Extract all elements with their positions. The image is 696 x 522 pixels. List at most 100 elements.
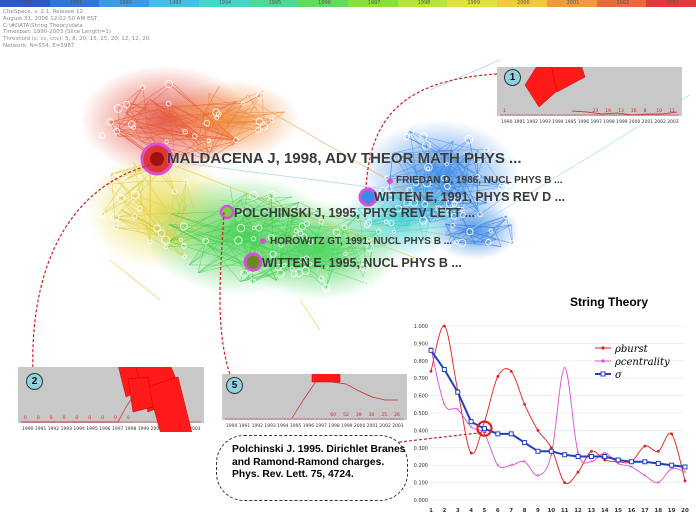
inset-value-label: 0 — [24, 415, 27, 421]
data-point — [455, 389, 461, 395]
x-tick-label: 2 — [442, 508, 446, 514]
data-point — [495, 431, 501, 437]
inset-value-label: 0 — [127, 415, 130, 421]
node-horowitz[interactable] — [260, 238, 266, 244]
y-tick-label: 0.700 — [414, 376, 428, 382]
inset-year-label: 1994 — [73, 426, 85, 432]
data-point — [629, 459, 635, 465]
data-point — [509, 369, 513, 373]
label-friedan[interactable]: FRIEDAN D, 1986, NUCL PHYS B ... — [396, 175, 563, 186]
inset-value-label: 0 — [114, 415, 117, 421]
hub-nodes[interactable] — [140, 142, 393, 272]
data-point: × — [443, 402, 447, 408]
data-point — [643, 444, 647, 448]
node-polchinski[interactable] — [219, 204, 235, 220]
burst-marker — [127, 376, 154, 413]
timeline-cell — [497, 0, 548, 7]
badge-1: 1 — [504, 69, 521, 86]
timeline-cell — [646, 0, 696, 7]
label-maldacena[interactable]: MALDACENA J, 1998, ADV THEOR MATH PHYS .… — [167, 150, 522, 167]
inset-year-label: 1993 — [264, 423, 276, 429]
data-point — [428, 347, 434, 353]
x-tick-label: 9 — [536, 508, 540, 514]
inset-value-label: 30 — [369, 412, 375, 418]
inset-connectors — [32, 73, 498, 459]
inset-2-chart: 1990019910199201993019940199501996019970… — [18, 367, 204, 432]
inset-year-label: 2001 — [642, 119, 654, 125]
inset-year-label: 2000 — [629, 119, 641, 125]
data-point — [590, 449, 593, 453]
node-maldacena-core — [150, 152, 164, 166]
data-point — [429, 369, 433, 373]
label-horowitz[interactable]: HOROWITZ GT, 1991, NUCL PHYS B ... — [270, 236, 453, 247]
info-line: Threshold (c, cc, ccv): 5, 8, 20; 15, 15… — [3, 36, 150, 43]
data-point — [588, 454, 594, 459]
data-point — [682, 464, 688, 470]
data-point — [469, 451, 473, 455]
burst-marker — [551, 67, 586, 93]
data-point: × — [456, 408, 460, 414]
inset-value-label: 10 — [656, 108, 662, 114]
inset-year-label: 2000 — [354, 423, 366, 429]
x-tick-label: 18 — [654, 508, 662, 514]
inset-year-label: 1993 — [61, 426, 73, 432]
data-point — [655, 460, 661, 466]
y-tick-label: 0.100 — [414, 481, 428, 487]
x-tick-label: 15 — [614, 508, 622, 514]
node-witten-1995[interactable] — [243, 252, 263, 272]
inset-year-label: 1995 — [86, 426, 98, 432]
y-tick-label: 0.200 — [414, 463, 428, 469]
inset-year-label: 1997 — [591, 119, 603, 125]
node-witten-1991[interactable] — [358, 187, 378, 207]
label-witten-1991[interactable]: WITTEN E, 1991, PHYS REV D ... — [374, 190, 566, 204]
inset-year-label: 1995 — [565, 119, 577, 125]
inset-year-label: 1999 — [616, 119, 628, 125]
badge-5: 5 — [226, 377, 243, 394]
inset-year-label: 1990 — [501, 119, 513, 125]
series-line-2 — [430, 348, 686, 484]
data-point — [656, 449, 660, 453]
label-witten-1995[interactable]: WITTEN E, 1995, NUCL PHYS B ... — [262, 256, 462, 270]
x-tick-label: 16 — [628, 508, 636, 514]
y-tick-label: 0.800 — [414, 359, 428, 365]
y-tick-label: 0.500 — [414, 411, 428, 417]
inset-value-label: 13 — [618, 108, 624, 114]
badge-2: 2 — [26, 373, 43, 390]
inset-value-label: 0 — [101, 415, 104, 421]
x-tick-label: 17 — [641, 508, 649, 514]
data-point: × — [643, 474, 647, 480]
data-point — [523, 402, 526, 406]
inset-year-label: 1991 — [239, 423, 251, 429]
inset-value-label: 25 — [381, 412, 387, 418]
inset-year-label: 2003 — [667, 119, 679, 125]
timeline-cell — [248, 0, 300, 7]
chart-title: String Theory — [570, 295, 649, 309]
inset-year-label: 1997 — [316, 423, 328, 429]
x-tick-label: 6 — [496, 508, 500, 514]
y-tick-label: 1.000 — [414, 324, 428, 330]
inset-value-label: 16 — [631, 108, 637, 114]
data-point: × — [536, 474, 540, 480]
data-point — [563, 481, 567, 484]
data-point: × — [563, 366, 567, 372]
legend-label: σ — [615, 370, 623, 381]
data-point — [441, 367, 447, 372]
timeline-year: 1995 — [268, 0, 282, 6]
y-tick-label: 0.300 — [414, 446, 428, 452]
inset-year-label: 1992 — [252, 423, 264, 429]
data-point: × — [469, 425, 473, 431]
inset-value-label: 52 — [343, 412, 349, 418]
data-point — [683, 479, 687, 483]
label-polchinski[interactable]: POLCHINSKI J, 1995, PHYS REV LETT ... — [234, 206, 476, 220]
inset-year-label: 2001 — [367, 423, 379, 429]
data-point — [468, 419, 474, 425]
data-point — [442, 324, 446, 328]
inset-year-label: 1992 — [527, 119, 539, 125]
node-friedan[interactable] — [387, 178, 393, 184]
data-point — [496, 375, 500, 378]
timeline-year: 1998 — [417, 0, 431, 6]
string-theory-chart: 0.000 0.100 0.200 0.300 0.400 0.500 0.600 0.700… — [414, 324, 689, 514]
data-point — [576, 470, 580, 474]
inset-year-label: 1999 — [341, 423, 353, 429]
